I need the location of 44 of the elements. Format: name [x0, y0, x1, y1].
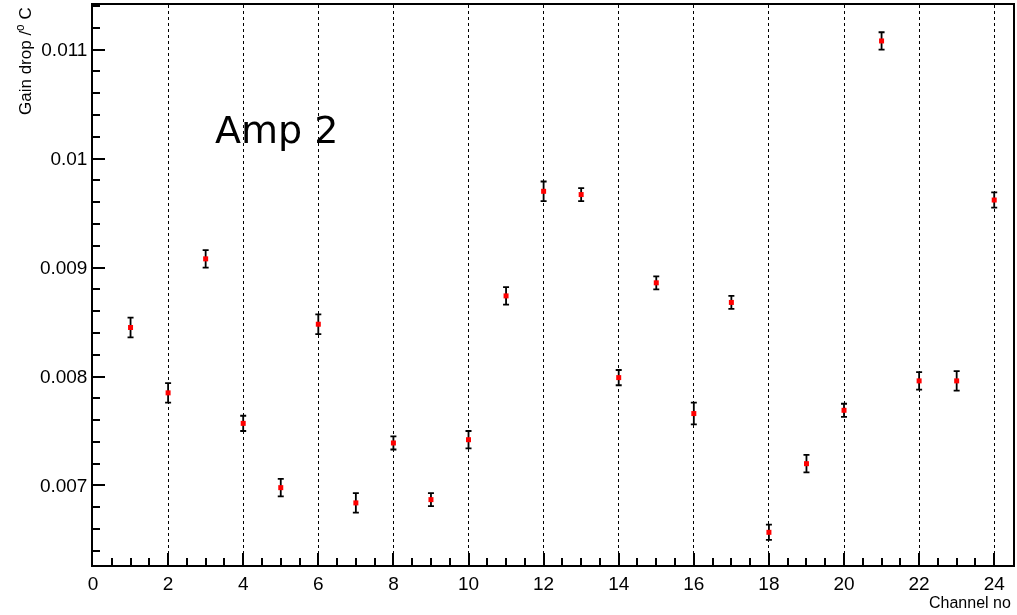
point: [315, 321, 321, 327]
x-tick-label: 16: [683, 572, 705, 594]
x-tick-label: 22: [908, 572, 930, 594]
x-tick-label: 2: [162, 572, 174, 594]
x-tick-label: 4: [237, 572, 249, 594]
point: [991, 197, 997, 203]
x-tick-label: 20: [833, 572, 855, 594]
y-tick-label: 0.008: [39, 366, 88, 388]
x-tick-label: 0: [87, 572, 99, 594]
point: [278, 485, 284, 491]
point: [653, 280, 659, 286]
x-tick-label: 6: [313, 572, 324, 594]
x-tick-label: 10: [457, 572, 480, 594]
point: [203, 256, 209, 262]
point: [954, 378, 960, 384]
point: [128, 324, 134, 330]
y-tick-label: 0.011: [41, 39, 88, 61]
point: [841, 407, 847, 413]
point: [879, 38, 885, 44]
point: [240, 420, 246, 426]
point: [766, 529, 772, 535]
y-tick-label: 0.01: [50, 148, 88, 170]
point: [503, 293, 509, 299]
point: [165, 390, 171, 396]
x-tick-label: 18: [758, 572, 780, 594]
point: [541, 188, 547, 194]
x-tick-label: 24: [983, 572, 1006, 594]
y-tick-label: 0.009: [39, 257, 88, 279]
point: [691, 411, 697, 417]
x-axis-title: Channel no: [929, 594, 1011, 611]
y-tick-label: 0.007: [39, 475, 88, 497]
point: [466, 437, 472, 443]
x-tick-label: 14: [608, 572, 630, 594]
point: [428, 497, 434, 503]
x-tick-label: 8: [388, 572, 399, 594]
point: [578, 192, 584, 198]
annotation: Amp 2: [215, 108, 339, 152]
point: [803, 461, 809, 467]
x-tick-label: 12: [533, 572, 555, 594]
point: [616, 375, 622, 381]
point: [916, 378, 922, 384]
point: [390, 440, 396, 446]
point: [728, 299, 734, 305]
point: [353, 500, 359, 506]
